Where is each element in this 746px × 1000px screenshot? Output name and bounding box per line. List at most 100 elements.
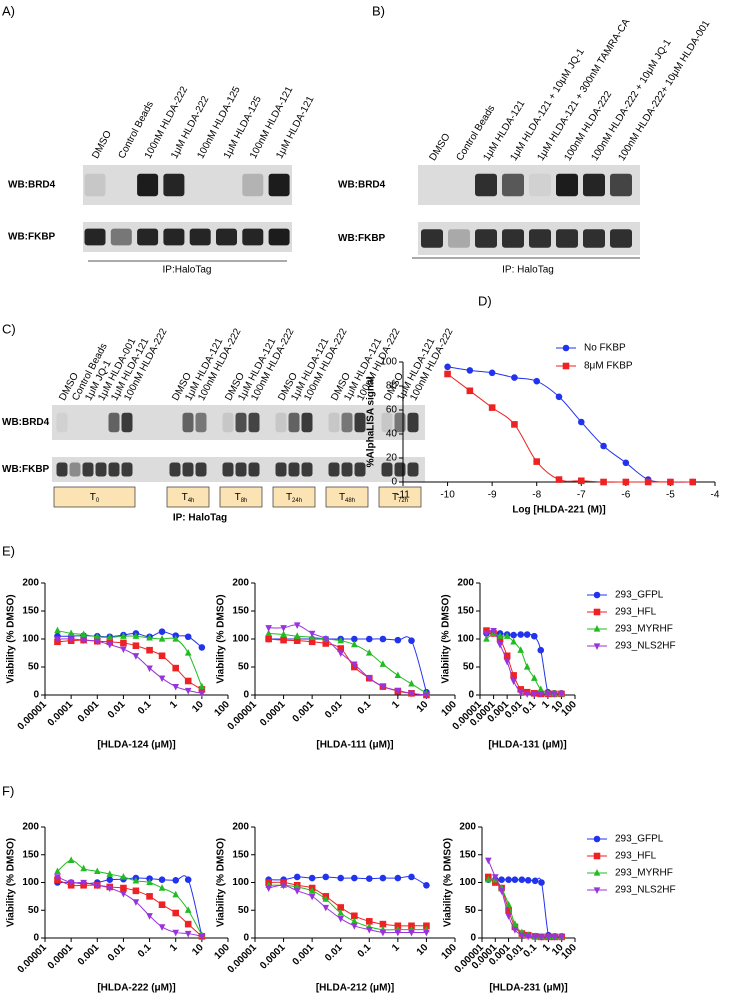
point — [510, 672, 517, 679]
time-letter: T — [235, 492, 241, 503]
x-tick-label: 1 — [168, 942, 180, 954]
y-tick-label: 100 — [232, 634, 249, 645]
band — [288, 412, 300, 433]
band — [84, 228, 106, 246]
curve — [57, 879, 203, 937]
point — [106, 870, 114, 877]
point — [265, 635, 272, 643]
band — [222, 462, 234, 477]
band — [182, 412, 194, 433]
point — [483, 630, 490, 638]
band — [354, 462, 366, 477]
point — [485, 857, 492, 865]
x-tick-label: 0.001 — [291, 699, 317, 725]
curve — [487, 860, 562, 938]
point — [496, 632, 504, 639]
band — [583, 229, 605, 248]
point — [379, 929, 387, 937]
row-label: WB:FKBP — [8, 232, 56, 243]
x-tick-label: -5 — [666, 490, 675, 501]
band — [288, 462, 300, 477]
x-tick-label: 1 — [540, 699, 552, 711]
point — [488, 369, 496, 377]
y-axis-label: Viability (% DMSO) — [6, 838, 17, 927]
panel-label: B) — [372, 3, 385, 18]
band — [190, 174, 211, 196]
x-tick-label: 10 — [415, 699, 431, 715]
point — [538, 879, 545, 886]
band — [328, 412, 340, 433]
legend-label: 8μM FKBP — [584, 361, 633, 372]
lane-label: DMSO — [90, 129, 114, 161]
point — [517, 689, 525, 697]
x-axis-label: [HLDA-231 (μM)] — [489, 983, 567, 994]
point — [505, 876, 512, 884]
y-tick-label: 50 — [238, 662, 250, 673]
point — [365, 675, 373, 683]
point — [322, 904, 330, 912]
point — [308, 638, 316, 646]
y-axis-label: Viability (% DMSO) — [216, 594, 227, 683]
band — [70, 413, 81, 433]
y-tick-label: 60 — [386, 405, 398, 416]
x-tick-label: -7 — [577, 490, 586, 501]
band — [195, 462, 207, 477]
point — [106, 641, 114, 649]
point — [54, 874, 61, 881]
x-tick-label: 0.001 — [76, 942, 102, 968]
legend-label: 293_GFPL — [615, 834, 664, 845]
band — [354, 412, 366, 433]
point — [555, 476, 563, 483]
x-tick-label: 1 — [390, 699, 402, 711]
curve — [57, 875, 203, 937]
point — [198, 690, 206, 698]
point — [280, 630, 287, 638]
point — [351, 640, 358, 648]
point — [184, 677, 192, 685]
band — [421, 229, 443, 248]
point — [158, 635, 166, 642]
point — [198, 686, 206, 693]
point — [545, 934, 552, 941]
band — [83, 413, 94, 433]
y-tick-label: 0 — [470, 933, 476, 944]
y-tick-label: 20 — [386, 453, 398, 464]
x-axis-label: [HLDA-111 (μM)] — [316, 740, 393, 751]
y-axis-label: %AlphaLISA signal — [366, 376, 377, 467]
point — [530, 691, 538, 698]
point — [293, 882, 301, 890]
time-label: T0 — [90, 492, 100, 504]
band — [216, 174, 237, 196]
band — [268, 228, 290, 246]
point — [120, 884, 127, 892]
point — [337, 650, 345, 657]
point — [280, 625, 287, 632]
lane-label: DMSO — [427, 132, 452, 163]
time-letter: T — [182, 492, 188, 503]
x-tick-label: 0.01 — [323, 942, 345, 964]
point — [146, 878, 153, 886]
point — [184, 930, 192, 938]
point — [394, 636, 402, 644]
row-label: WB:BRD4 — [2, 417, 50, 428]
y-tick-label: 100 — [22, 634, 39, 645]
point — [365, 875, 373, 882]
time-label: T48h — [339, 492, 355, 504]
x-tick-label: 100 — [212, 699, 232, 719]
point — [322, 873, 330, 881]
point — [394, 874, 402, 882]
time-subscript: 48h — [345, 498, 355, 504]
y-tick-label: 0 — [243, 690, 249, 701]
point — [80, 637, 87, 645]
time-box — [53, 486, 136, 508]
point — [423, 881, 430, 889]
y-tick-label: 200 — [22, 578, 39, 589]
band — [242, 173, 264, 197]
x-tick-label: 0.00001 — [16, 699, 50, 733]
time-subscript: 0 — [96, 498, 100, 504]
y-tick-label: 200 — [232, 578, 249, 589]
point — [132, 887, 140, 895]
band — [502, 173, 524, 197]
point — [67, 629, 75, 637]
point — [551, 934, 559, 941]
